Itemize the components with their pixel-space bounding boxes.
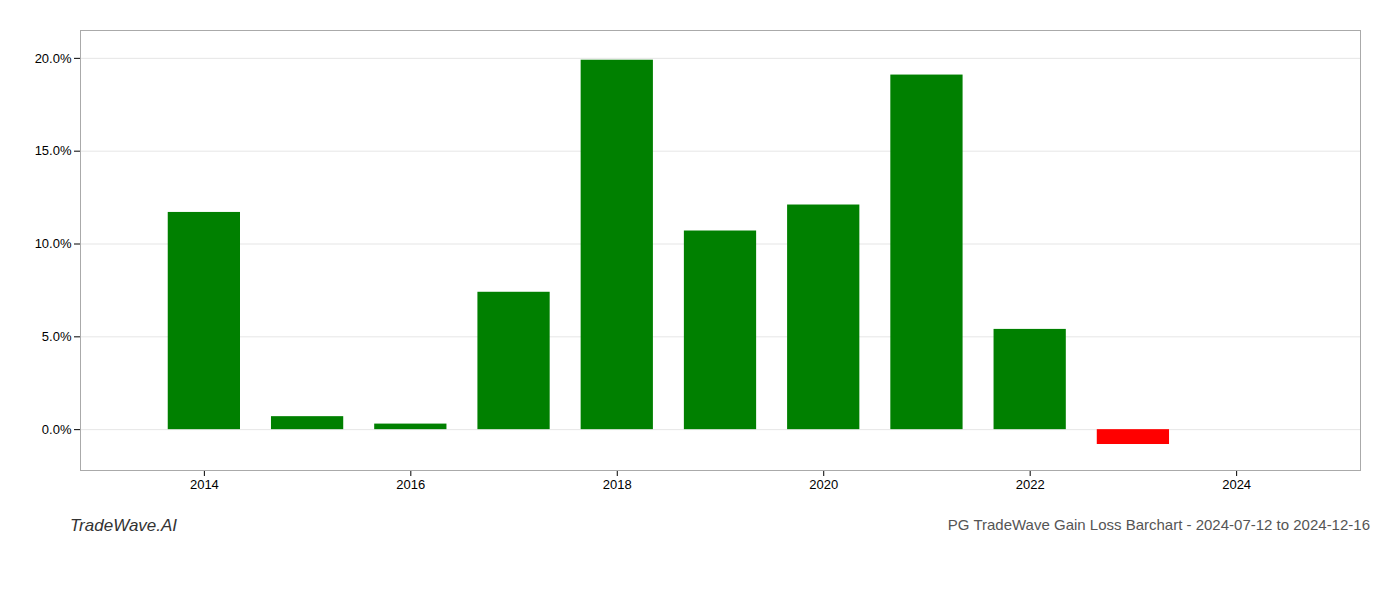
svg-text:2018: 2018 bbox=[603, 477, 632, 492]
html-text:PG TradeWave Gain Loss Barchar: PG TradeWave Gain Loss Barchart - 2024-0… bbox=[947, 516, 1370, 533]
svg-text:5.0%: 5.0% bbox=[42, 329, 72, 344]
html-text:TradeWave.AI: TradeWave.AI bbox=[70, 516, 178, 535]
svg-text:2022: 2022 bbox=[1016, 477, 1045, 492]
svg-text:2016: 2016 bbox=[396, 477, 425, 492]
svg-text:15.0%: 15.0% bbox=[35, 143, 72, 158]
svg-text:2020: 2020 bbox=[809, 477, 838, 492]
svg-text:2024: 2024 bbox=[1222, 477, 1251, 492]
svg-text:10.0%: 10.0% bbox=[35, 236, 72, 251]
svg-text:2014: 2014 bbox=[190, 477, 219, 492]
svg-text:20.0%: 20.0% bbox=[35, 51, 72, 66]
svg-text:0.0%: 0.0% bbox=[42, 422, 72, 437]
